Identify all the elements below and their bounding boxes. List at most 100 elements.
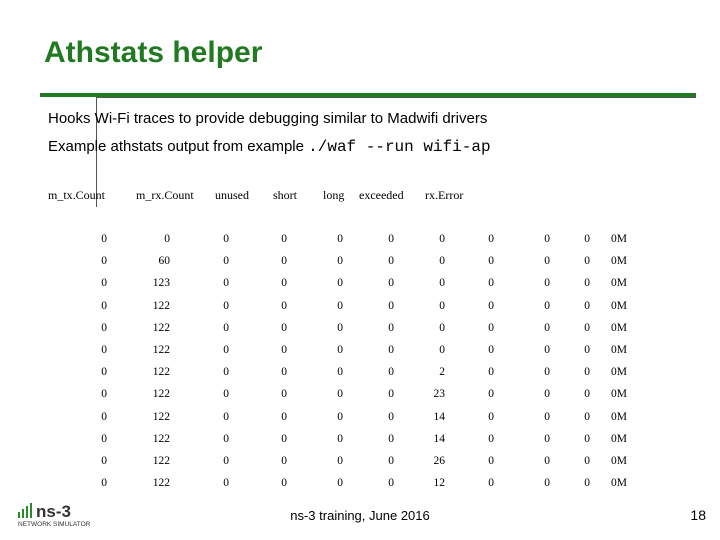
bullet-example: Example athstats output from example ./w… bbox=[48, 138, 491, 156]
table-cell: 0 bbox=[164, 233, 170, 245]
table-cell: 0 bbox=[488, 410, 494, 423]
table-cell: 0 bbox=[281, 321, 287, 334]
table-cell: 0 bbox=[337, 388, 343, 401]
table-cell: 0 bbox=[388, 366, 394, 379]
content-border-left bbox=[96, 97, 97, 207]
table-cell: 0 bbox=[281, 366, 287, 379]
table-cell: 0M bbox=[611, 388, 627, 401]
table-cell: 0 bbox=[337, 299, 343, 312]
table-cell: 0M bbox=[611, 277, 627, 290]
table-cell: 0 bbox=[223, 366, 229, 379]
table-cell: 0 bbox=[488, 321, 494, 334]
logo-text: ns-3 bbox=[36, 502, 71, 521]
table-cell: 0 bbox=[544, 233, 550, 245]
table-cell: 0 bbox=[281, 299, 287, 312]
table-cell: 0 bbox=[388, 477, 394, 490]
table-cell: 0 bbox=[223, 277, 229, 290]
table-cell: 122 bbox=[152, 388, 170, 401]
table-cell: 0 bbox=[584, 321, 590, 334]
table-cell: 122 bbox=[152, 344, 170, 356]
table-cell: 0 bbox=[101, 299, 107, 312]
table-cell: 60 bbox=[158, 255, 171, 268]
bullet-hooks: Hooks Wi-Fi traces to provide debugging … bbox=[48, 110, 488, 127]
table-header: short bbox=[273, 188, 297, 202]
table-cell: 0 bbox=[488, 233, 494, 245]
table-cell: 0 bbox=[584, 477, 590, 490]
table-cell: 122 bbox=[152, 455, 170, 467]
table-cell: 0 bbox=[439, 299, 445, 312]
table-cell: 0 bbox=[281, 233, 287, 245]
table-cell: 0 bbox=[388, 455, 394, 467]
table-header: m_tx.Count bbox=[48, 188, 106, 202]
table-cell: 0 bbox=[439, 233, 445, 245]
table-header: rx.Error bbox=[425, 188, 464, 202]
table-cell: 0 bbox=[281, 432, 287, 445]
table-cell: 0 bbox=[101, 455, 107, 467]
table-cell: 0 bbox=[388, 388, 394, 401]
table-cell: 122 bbox=[152, 366, 170, 379]
table-header: unused bbox=[215, 188, 249, 202]
table-cell: 0 bbox=[281, 455, 287, 467]
title-rule bbox=[40, 93, 696, 97]
table-cell: 0M bbox=[611, 299, 627, 312]
table-cell: 0M bbox=[611, 477, 627, 490]
table-cell: 0 bbox=[488, 255, 494, 268]
bullet-example-text: Example athstats output from example bbox=[48, 138, 304, 155]
table-cell: 0 bbox=[337, 255, 343, 268]
table-cell: 0 bbox=[101, 477, 107, 490]
table-cell: 0 bbox=[281, 477, 287, 490]
table-cell: 0 bbox=[101, 255, 107, 268]
table-cell: 0 bbox=[223, 233, 229, 245]
table-cell: 0 bbox=[223, 388, 229, 401]
table-cell: 122 bbox=[152, 432, 170, 445]
table-cell: 0 bbox=[281, 344, 287, 356]
table-cell: 0 bbox=[223, 255, 229, 268]
table-cell: 0 bbox=[584, 255, 590, 268]
table-cell: 0 bbox=[388, 255, 394, 268]
table-cell: 0 bbox=[388, 344, 394, 356]
table-header: m_rx.Count bbox=[136, 188, 194, 202]
table-header: long bbox=[323, 188, 345, 202]
table-cell: 0 bbox=[337, 344, 343, 356]
bullet-example-code: ./waf --run wifi-ap bbox=[308, 138, 491, 156]
table-cell: 2 bbox=[439, 366, 445, 379]
table-cell: 0 bbox=[388, 233, 394, 245]
table-cell: 0 bbox=[388, 299, 394, 312]
table-cell: 0M bbox=[611, 455, 627, 467]
table-cell: 0 bbox=[101, 233, 107, 245]
table-cell: 0 bbox=[544, 277, 550, 290]
table-cell: 0 bbox=[337, 277, 343, 290]
table-cell: 0 bbox=[388, 432, 394, 445]
content-border-top bbox=[96, 97, 696, 98]
table-cell: 0 bbox=[101, 388, 107, 401]
table-cell: 0 bbox=[544, 410, 550, 423]
table-cell: 0 bbox=[337, 321, 343, 334]
slide-title: Athstats helper bbox=[44, 36, 263, 69]
logo-subtext: NETWORK SIMULATOR bbox=[18, 521, 91, 528]
table-cell: 0 bbox=[101, 277, 107, 290]
table-cell: 0 bbox=[488, 277, 494, 290]
table-cell: 0M bbox=[611, 255, 627, 268]
table-cell: 0 bbox=[439, 277, 445, 290]
table-cell: 0 bbox=[281, 410, 287, 423]
table-cell: 0 bbox=[488, 388, 494, 401]
table-cell: 0 bbox=[281, 255, 287, 268]
table-cell: 0 bbox=[488, 344, 494, 356]
table-cell: 0 bbox=[223, 344, 229, 356]
table-cell: 0 bbox=[584, 388, 590, 401]
table-cell: 122 bbox=[152, 410, 170, 423]
table-cell: 0 bbox=[544, 388, 550, 401]
table-cell: 0 bbox=[223, 477, 229, 490]
table-cell: 0 bbox=[584, 366, 590, 379]
table-cell: 122 bbox=[152, 299, 170, 312]
table-cell: 0 bbox=[439, 344, 445, 356]
table-cell: 0M bbox=[611, 366, 627, 379]
table-cell: 0 bbox=[584, 432, 590, 445]
table-cell: 0 bbox=[584, 277, 590, 290]
table-cell: 0 bbox=[223, 321, 229, 334]
table-cell: 0 bbox=[544, 344, 550, 356]
table-cell: 23 bbox=[433, 388, 446, 401]
table-cell: 0 bbox=[544, 321, 550, 334]
table-cell: 0M bbox=[611, 233, 627, 245]
table-cell: 0 bbox=[101, 432, 107, 445]
